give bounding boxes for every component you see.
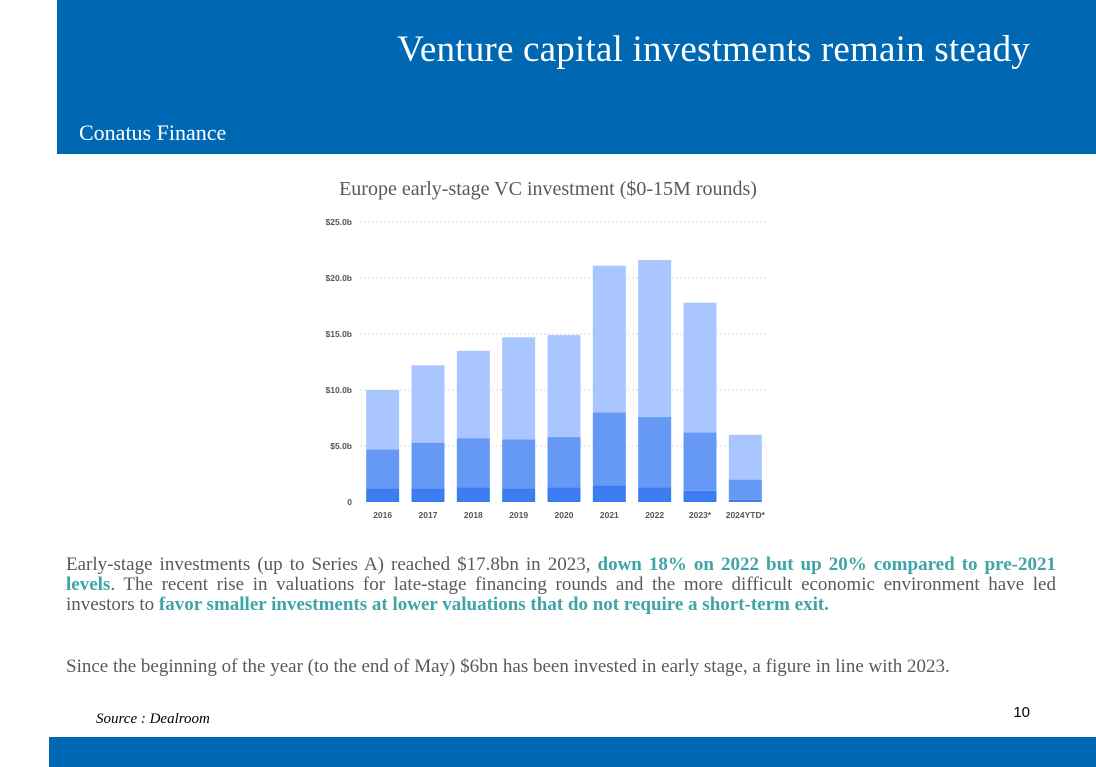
bar-segment xyxy=(366,390,400,450)
bar-segment xyxy=(638,260,672,417)
bar-segment xyxy=(411,365,445,443)
x-tick-label: 2016 xyxy=(373,510,392,520)
page-number: 10 xyxy=(1013,704,1030,721)
bar-segment xyxy=(456,350,490,439)
bar-segment xyxy=(728,479,762,500)
x-tick-label: 2024YTD* xyxy=(726,510,766,520)
bar-segment xyxy=(502,337,536,440)
bar-segment xyxy=(411,442,445,489)
footer-band xyxy=(49,737,1096,767)
bar-segment xyxy=(456,438,490,488)
bar-segment xyxy=(638,416,672,488)
bar-segment xyxy=(547,335,581,438)
slide-title: Venture capital investments remain stead… xyxy=(397,29,1030,70)
y-tick-label: $5.0b xyxy=(330,441,352,451)
x-tick-label: 2021 xyxy=(600,510,619,520)
x-tick-label: 2017 xyxy=(419,510,438,520)
bar-segment xyxy=(366,488,400,502)
highlight-text: favor smaller investments at lower valua… xyxy=(158,594,829,615)
y-tick-label: $25.0b xyxy=(326,217,352,227)
y-tick-label: $10.0b xyxy=(326,385,352,395)
x-tick-label: 2019 xyxy=(509,510,528,520)
bar-segment xyxy=(683,432,717,491)
bar-segment xyxy=(683,490,717,502)
bar-segment xyxy=(411,488,445,502)
chart-title: Europe early-stage VC investment ($0-15M… xyxy=(339,178,757,200)
y-tick-label: 0 xyxy=(347,497,352,507)
x-tick-label: 2018 xyxy=(464,510,483,520)
source-note: Source : Dealroom xyxy=(96,711,210,727)
bar-segment xyxy=(366,449,400,489)
bar-segment xyxy=(638,487,672,502)
y-tick-label: $20.0b xyxy=(326,273,352,283)
stacked-bar-chart: 0 $5.0b $10.0b $15.0b $20.0b $25.0b 2016 2017 20… xyxy=(326,217,768,520)
bar-segment xyxy=(592,412,626,486)
paragraph-text: Early-stage investments (up to Series A)… xyxy=(66,554,598,575)
paragraph-text: . The recent rise in valuations for late… xyxy=(66,574,1056,615)
bar-segment xyxy=(502,488,536,502)
bar-segment xyxy=(592,265,626,413)
paragraph-investments: Early-stage investments (up to Series A)… xyxy=(66,555,1056,615)
header-band: Venture capital investments remain stead… xyxy=(57,0,1096,154)
x-tick-label: 2023* xyxy=(689,510,712,520)
bar-segment xyxy=(547,437,581,488)
bar-segment xyxy=(683,302,717,433)
highlight-text: down 18% on 2022 but up 20% compared to … xyxy=(66,554,1056,595)
x-tick-label: 2020 xyxy=(555,510,574,520)
bar-segment xyxy=(592,485,626,502)
bar-segment xyxy=(728,434,762,480)
company-name: Conatus Finance xyxy=(79,120,227,145)
x-tick-label: 2022 xyxy=(645,510,664,520)
y-tick-label: $15.0b xyxy=(326,329,352,339)
bar-segment xyxy=(456,487,490,502)
bar-segment xyxy=(728,499,762,502)
bar-segment xyxy=(502,439,536,489)
bar-segment xyxy=(547,487,581,502)
paragraph-ytd: Since the beginning of the year (to the … xyxy=(66,656,950,677)
